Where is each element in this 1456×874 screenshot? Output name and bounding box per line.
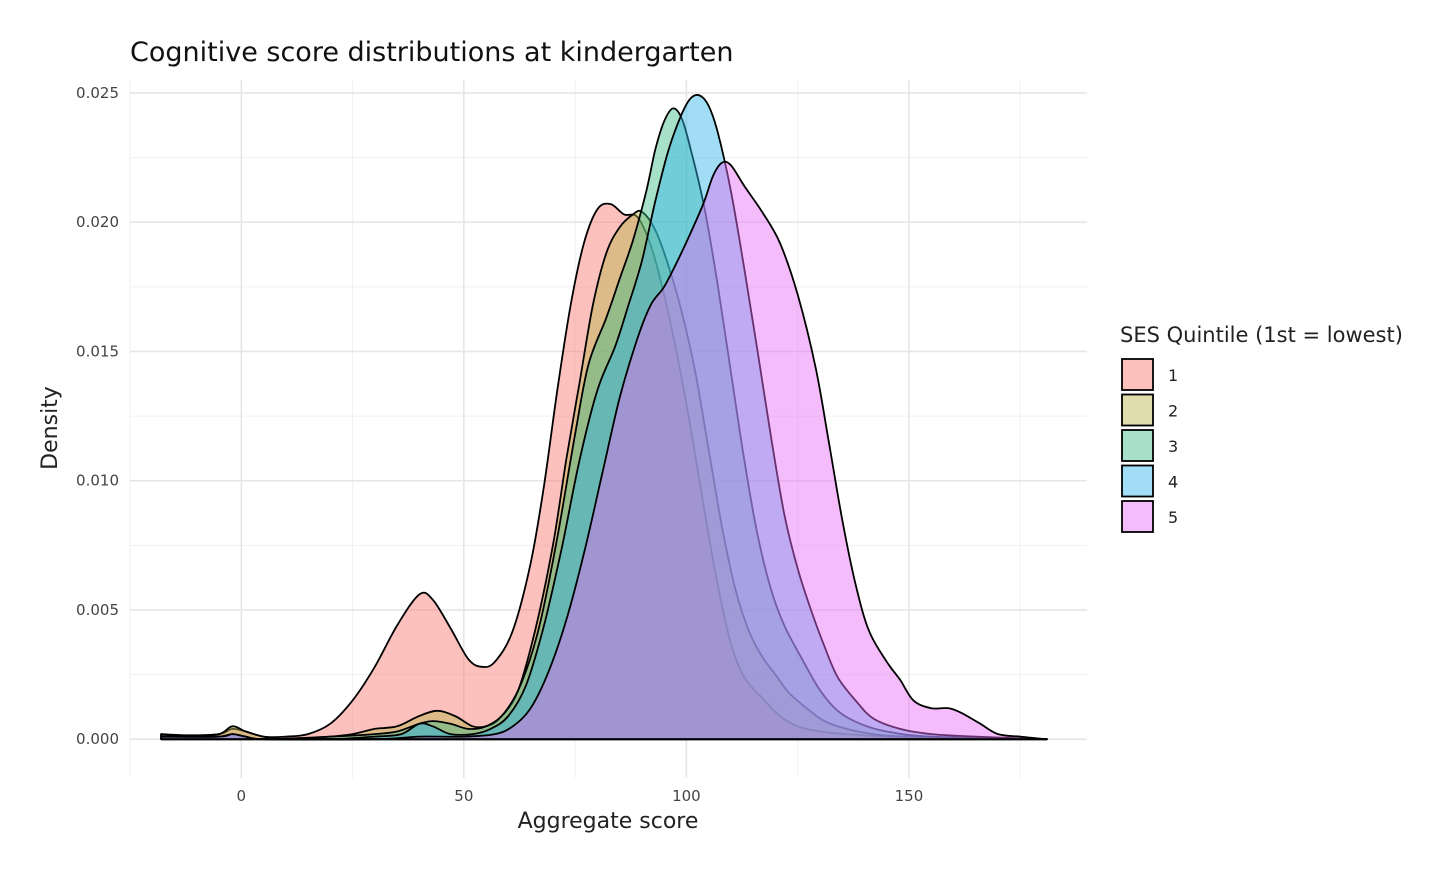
y-axis-ticks: 0.000 0.005 0.010 0.015 0.020 0.025 (76, 84, 119, 748)
x-axis-title: Aggregate score (518, 809, 699, 834)
x-axis-ticks: 0 50 100 150 (237, 787, 924, 805)
legend: SES Quintile (1st = lowest) 1 2 3 4 5 (1120, 323, 1403, 533)
x-tick-label: 150 (895, 787, 924, 805)
y-tick-label: 0.005 (76, 601, 119, 619)
legend-key-series-5 (1121, 500, 1154, 533)
legend-key-series-3 (1121, 429, 1154, 462)
y-tick-label: 0.020 (76, 213, 119, 231)
chart-title: Cognitive score distributions at kinderg… (130, 37, 733, 68)
grid (129, 80, 1087, 778)
density-area-series-4 (160, 94, 1048, 741)
legend-label-series-4: 4 (1168, 473, 1178, 492)
y-tick-label: 0.015 (76, 342, 119, 360)
legend-key-bg (1122, 394, 1153, 426)
x-tick-label: 50 (454, 787, 473, 805)
density-area-series-3 (160, 107, 1048, 741)
legend-key-bg (1122, 465, 1153, 497)
legend-label-series-1: 1 (1168, 366, 1178, 385)
y-tick-label: 0.010 (76, 472, 119, 490)
x-tick-label: 100 (672, 787, 701, 805)
density-area-series-1 (160, 202, 1048, 741)
legend-key-series-2 (1121, 393, 1154, 427)
legend-label-series-5: 5 (1168, 508, 1178, 527)
legend-key-series-1 (1121, 358, 1154, 391)
legend-label-series-2: 2 (1168, 402, 1178, 421)
density-areas (160, 94, 1048, 741)
legend-key-bg (1122, 501, 1153, 532)
y-axis-title: Density (38, 386, 63, 470)
legend-key-bg (1122, 430, 1153, 461)
y-tick-label: 0.025 (76, 84, 119, 102)
x-tick-label: 0 (237, 787, 247, 805)
legend-key-series-4 (1121, 464, 1154, 498)
legend-key-bg (1122, 359, 1153, 390)
legend-title: SES Quintile (1st = lowest) (1120, 323, 1403, 347)
y-tick-label: 0.000 (76, 730, 119, 748)
legend-label-series-3: 3 (1168, 437, 1178, 456)
density-area-series-5 (160, 160, 1048, 741)
